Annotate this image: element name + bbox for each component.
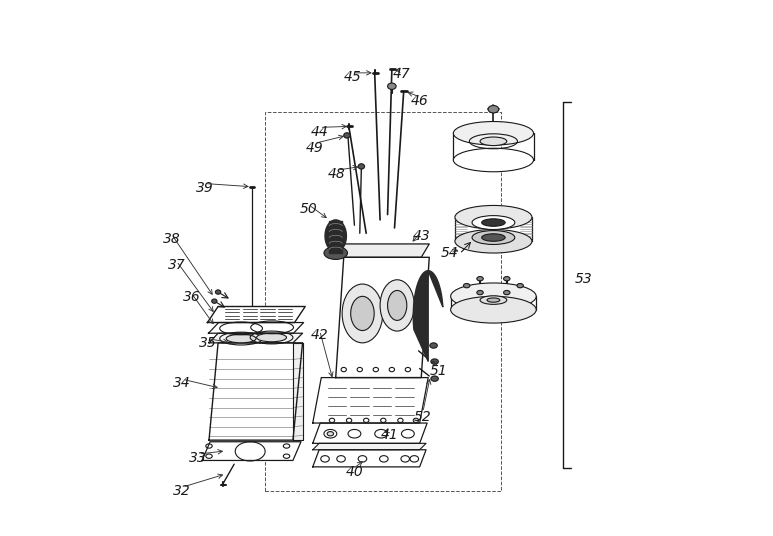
Polygon shape	[335, 244, 429, 257]
Polygon shape	[209, 333, 302, 343]
Polygon shape	[325, 220, 346, 252]
Ellipse shape	[482, 234, 506, 241]
Polygon shape	[293, 343, 302, 440]
Ellipse shape	[342, 284, 383, 343]
Ellipse shape	[464, 284, 470, 288]
Text: 50: 50	[300, 202, 318, 216]
Polygon shape	[335, 257, 429, 377]
Polygon shape	[209, 343, 302, 440]
Ellipse shape	[431, 376, 438, 381]
Ellipse shape	[226, 334, 256, 343]
Ellipse shape	[477, 277, 483, 281]
Ellipse shape	[503, 277, 510, 281]
Ellipse shape	[517, 284, 523, 288]
Ellipse shape	[455, 229, 532, 253]
Ellipse shape	[472, 215, 515, 229]
Ellipse shape	[387, 83, 396, 90]
Polygon shape	[209, 323, 304, 333]
Text: 46: 46	[410, 94, 428, 108]
Text: 53: 53	[574, 272, 592, 286]
Ellipse shape	[324, 247, 348, 259]
Ellipse shape	[487, 298, 500, 302]
Ellipse shape	[327, 431, 334, 436]
Ellipse shape	[480, 137, 507, 146]
Ellipse shape	[212, 299, 217, 303]
Text: 51: 51	[430, 363, 448, 378]
Ellipse shape	[488, 106, 499, 113]
Polygon shape	[313, 443, 426, 450]
Text: 36: 36	[182, 291, 200, 304]
Ellipse shape	[387, 291, 407, 321]
Ellipse shape	[480, 296, 507, 304]
Text: 44: 44	[311, 125, 329, 139]
Ellipse shape	[431, 359, 438, 364]
Polygon shape	[207, 307, 305, 323]
Polygon shape	[313, 450, 426, 467]
Text: 49: 49	[305, 141, 323, 155]
Ellipse shape	[430, 343, 438, 348]
Ellipse shape	[380, 280, 414, 331]
Polygon shape	[202, 442, 301, 460]
Text: 38: 38	[162, 232, 180, 245]
Text: 42: 42	[311, 328, 329, 342]
Text: 52: 52	[414, 410, 432, 423]
Text: 45: 45	[344, 70, 362, 84]
Ellipse shape	[453, 148, 533, 172]
Polygon shape	[313, 377, 428, 423]
Text: 39: 39	[196, 181, 213, 195]
Ellipse shape	[472, 230, 515, 244]
Text: 54: 54	[441, 246, 458, 260]
Ellipse shape	[344, 133, 350, 138]
Ellipse shape	[503, 291, 510, 295]
Text: 34: 34	[173, 376, 191, 390]
Ellipse shape	[453, 122, 533, 145]
Text: 32: 32	[173, 485, 191, 498]
Polygon shape	[329, 221, 342, 253]
Ellipse shape	[482, 219, 506, 226]
Text: 33: 33	[189, 451, 207, 465]
Text: 35: 35	[199, 336, 216, 350]
Ellipse shape	[216, 290, 221, 294]
Ellipse shape	[455, 205, 532, 229]
Ellipse shape	[358, 164, 365, 169]
Polygon shape	[414, 271, 443, 362]
Polygon shape	[313, 423, 427, 443]
Text: 47: 47	[393, 68, 410, 81]
Text: 37: 37	[168, 258, 186, 272]
Text: 48: 48	[328, 167, 346, 182]
Ellipse shape	[257, 333, 287, 342]
Ellipse shape	[451, 283, 536, 310]
Text: 43: 43	[412, 229, 430, 243]
Text: 40: 40	[346, 465, 363, 479]
Ellipse shape	[351, 296, 374, 331]
Text: 41: 41	[380, 428, 398, 442]
Ellipse shape	[451, 296, 536, 323]
Ellipse shape	[477, 291, 483, 295]
